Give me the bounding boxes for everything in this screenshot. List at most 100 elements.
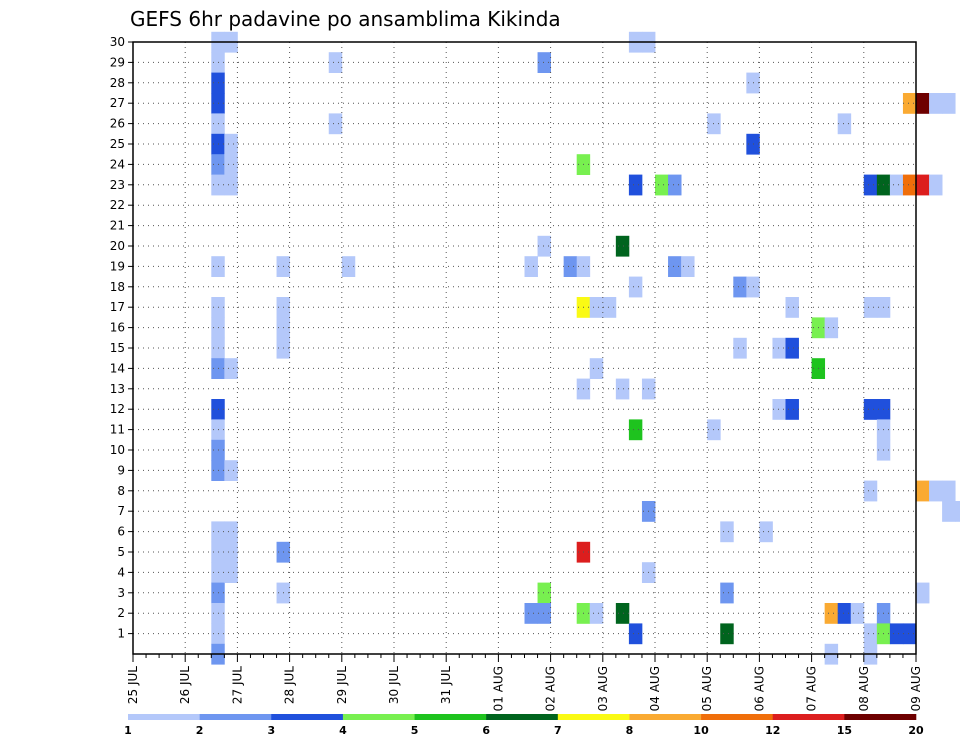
y-tick-label: 28 <box>110 76 125 90</box>
colorbar-label: 5 <box>411 724 419 737</box>
heatmap-cell <box>224 562 238 583</box>
y-tick-label: 27 <box>110 96 125 110</box>
heatmap-cell <box>929 174 943 196</box>
colorbar-swatch <box>629 714 702 720</box>
heatmap-cell <box>863 399 878 420</box>
heatmap-cell <box>224 133 238 155</box>
heatmap-cell <box>655 174 669 196</box>
grid <box>133 41 916 654</box>
heatmap-cell <box>916 93 930 114</box>
x-axis: 25 JUL 26 JUL 27 JUL 28 JUL 29 JUL 30 JUL 31 J… <box>126 654 923 711</box>
heatmap-cells <box>211 31 960 665</box>
y-tick-label: 16 <box>110 321 125 335</box>
colorbar-label: 7 <box>554 724 562 737</box>
heatmap-cell <box>615 378 630 400</box>
x-tick-label: 27 JUL <box>230 666 244 704</box>
y-tick-label: 18 <box>110 280 125 294</box>
heatmap-cell <box>589 603 604 624</box>
y-tick-label: 15 <box>110 341 125 355</box>
heatmap-cell <box>733 337 747 359</box>
heatmap-cell <box>733 276 747 298</box>
y-tick-label: 11 <box>110 423 125 437</box>
heatmap-cell <box>785 399 799 420</box>
heatmap-cell <box>889 623 904 645</box>
colorbar-label: 20 <box>908 724 924 737</box>
x-tick-label: 03 AUG <box>596 666 610 711</box>
colorbar-swatch <box>844 714 917 720</box>
heatmap-cell <box>863 297 878 318</box>
y-tick-label: 19 <box>110 259 125 273</box>
x-tick-label: 26 JUL <box>178 666 192 704</box>
heatmap-cell <box>863 623 878 645</box>
heatmap-cell <box>224 174 238 196</box>
y-tick-label: 6 <box>117 525 125 539</box>
y-tick-label: 20 <box>110 239 125 253</box>
y-tick-label: 13 <box>110 382 125 396</box>
colorbar-label: 15 <box>837 724 852 737</box>
heatmap-cell <box>837 603 852 624</box>
heatmap-cell <box>668 174 682 196</box>
heatmap-cell <box>224 154 238 175</box>
colorbar: 1 2 3 4 5 6 7 8 10 12 15 20 <box>124 714 924 737</box>
heatmap-cell <box>902 93 917 114</box>
heatmap-cell <box>537 235 551 257</box>
x-tick-label: 31 JUL <box>439 666 453 704</box>
heatmap-cell <box>589 297 604 318</box>
y-tick-label: 2 <box>117 606 125 620</box>
x-tick-label: 30 JUL <box>387 666 401 704</box>
colorbar-swatch <box>271 714 344 720</box>
y-tick-label: 5 <box>117 545 125 559</box>
heatmap-cell <box>328 113 343 135</box>
heatmap-cell <box>942 480 956 502</box>
y-tick-label: 8 <box>117 484 125 498</box>
y-tick-label: 3 <box>117 586 125 600</box>
heatmap-cell <box>916 582 930 604</box>
colorbar-swatch <box>486 714 559 720</box>
x-tick-label: 01 AUG <box>491 666 505 711</box>
heatmap-cell <box>615 235 630 257</box>
heatmap-cell <box>589 358 604 379</box>
heatmap-cell <box>224 521 238 543</box>
heatmap-cell <box>929 93 943 114</box>
x-tick-label: 29 JUL <box>335 666 349 704</box>
x-tick-label: 08 AUG <box>857 666 871 711</box>
y-tick-label: 9 <box>117 463 125 477</box>
y-tick-label: 4 <box>117 565 125 579</box>
heatmap-cell <box>929 480 943 502</box>
heatmap-cell <box>720 582 734 604</box>
heatmap-cell <box>615 603 630 624</box>
heatmap-cell <box>850 603 865 624</box>
heatmap-cell <box>837 113 852 135</box>
y-tick-label: 25 <box>110 137 125 151</box>
heatmap-cell <box>942 93 956 114</box>
x-tick-label: 04 AUG <box>648 666 662 711</box>
heatmap-cell <box>224 541 238 563</box>
heatmap-cell <box>720 521 734 543</box>
y-tick-label: 29 <box>110 55 125 69</box>
heatmap-cell <box>628 174 643 196</box>
heatmap-cell <box>902 623 917 645</box>
heatmap-cell <box>863 480 878 502</box>
colorbar-label: 3 <box>267 724 275 737</box>
x-tick-label: 25 JUL <box>126 666 140 704</box>
colorbar-swatch <box>414 714 487 720</box>
x-tick-label: 06 AUG <box>752 666 766 711</box>
x-tick-label: 07 AUG <box>805 666 819 711</box>
heatmap-cell <box>902 174 917 196</box>
colorbar-swatch <box>128 714 200 720</box>
heatmap-cell <box>628 419 643 441</box>
heatmap-cell <box>916 480 930 502</box>
x-tick-label: 02 AUG <box>544 666 558 711</box>
heatmap-cell <box>772 399 786 420</box>
heatmap-cell <box>224 460 238 481</box>
x-tick-label: 28 JUL <box>283 666 297 704</box>
colorbar-swatch <box>701 714 774 720</box>
colorbar-label: 6 <box>482 724 490 737</box>
colorbar-label: 12 <box>765 724 780 737</box>
heatmap-cell <box>889 174 904 196</box>
heatmap-cell <box>916 174 930 196</box>
heatmap-cell <box>328 52 343 73</box>
colorbar-label: 8 <box>626 724 634 737</box>
heatmap-cell <box>785 337 799 359</box>
